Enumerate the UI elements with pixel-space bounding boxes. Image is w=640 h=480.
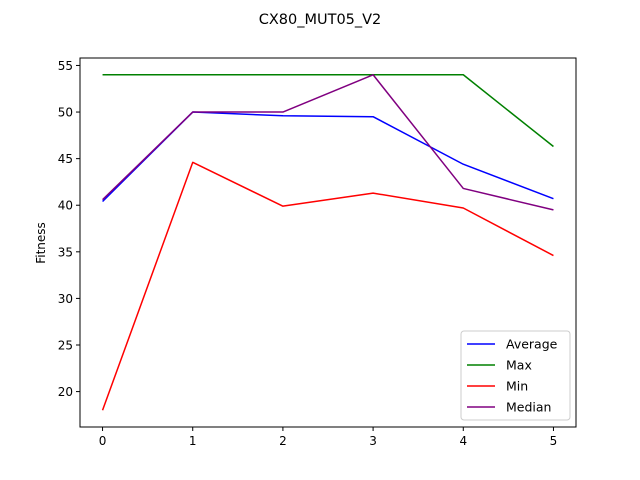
y-axis-label: Fitness xyxy=(34,222,48,264)
legend-label-min: Min xyxy=(506,379,528,394)
y-tick-label: 20 xyxy=(58,385,73,399)
x-tick-label: 3 xyxy=(369,434,377,448)
series-layer xyxy=(101,74,554,411)
x-tick-label: 1 xyxy=(189,434,197,448)
series-line-median xyxy=(102,74,554,211)
y-tick-label: 35 xyxy=(58,245,73,259)
chart-title: CX80_MUT05_V2 xyxy=(259,12,382,28)
y-tick-label: 40 xyxy=(58,199,73,213)
y-tick-label: 50 xyxy=(58,106,73,120)
y-tick-label: 55 xyxy=(58,59,73,73)
x-tick-label: 4 xyxy=(459,434,467,448)
legend-label-max: Max xyxy=(506,358,532,373)
series-line-min xyxy=(101,161,554,411)
y-axis: 20 25 30 35 40 45 50 55 xyxy=(58,59,80,399)
axes-frame xyxy=(79,57,577,428)
x-tick-label: 5 xyxy=(550,434,558,448)
y-tick-label: 30 xyxy=(58,292,73,306)
x-tick-label: 2 xyxy=(279,434,287,448)
y-tick-label: 45 xyxy=(58,152,73,166)
x-axis: 0 1 2 3 4 5 xyxy=(99,427,558,448)
x-tick-label: 0 xyxy=(99,434,107,448)
legend-label-median: Median xyxy=(506,400,551,415)
y-tick-label: 25 xyxy=(58,339,73,353)
series-line-max xyxy=(102,74,554,148)
legend-label-average: Average xyxy=(506,337,558,352)
legend: Average Max Min Median xyxy=(460,330,571,421)
legend-box xyxy=(460,330,571,421)
